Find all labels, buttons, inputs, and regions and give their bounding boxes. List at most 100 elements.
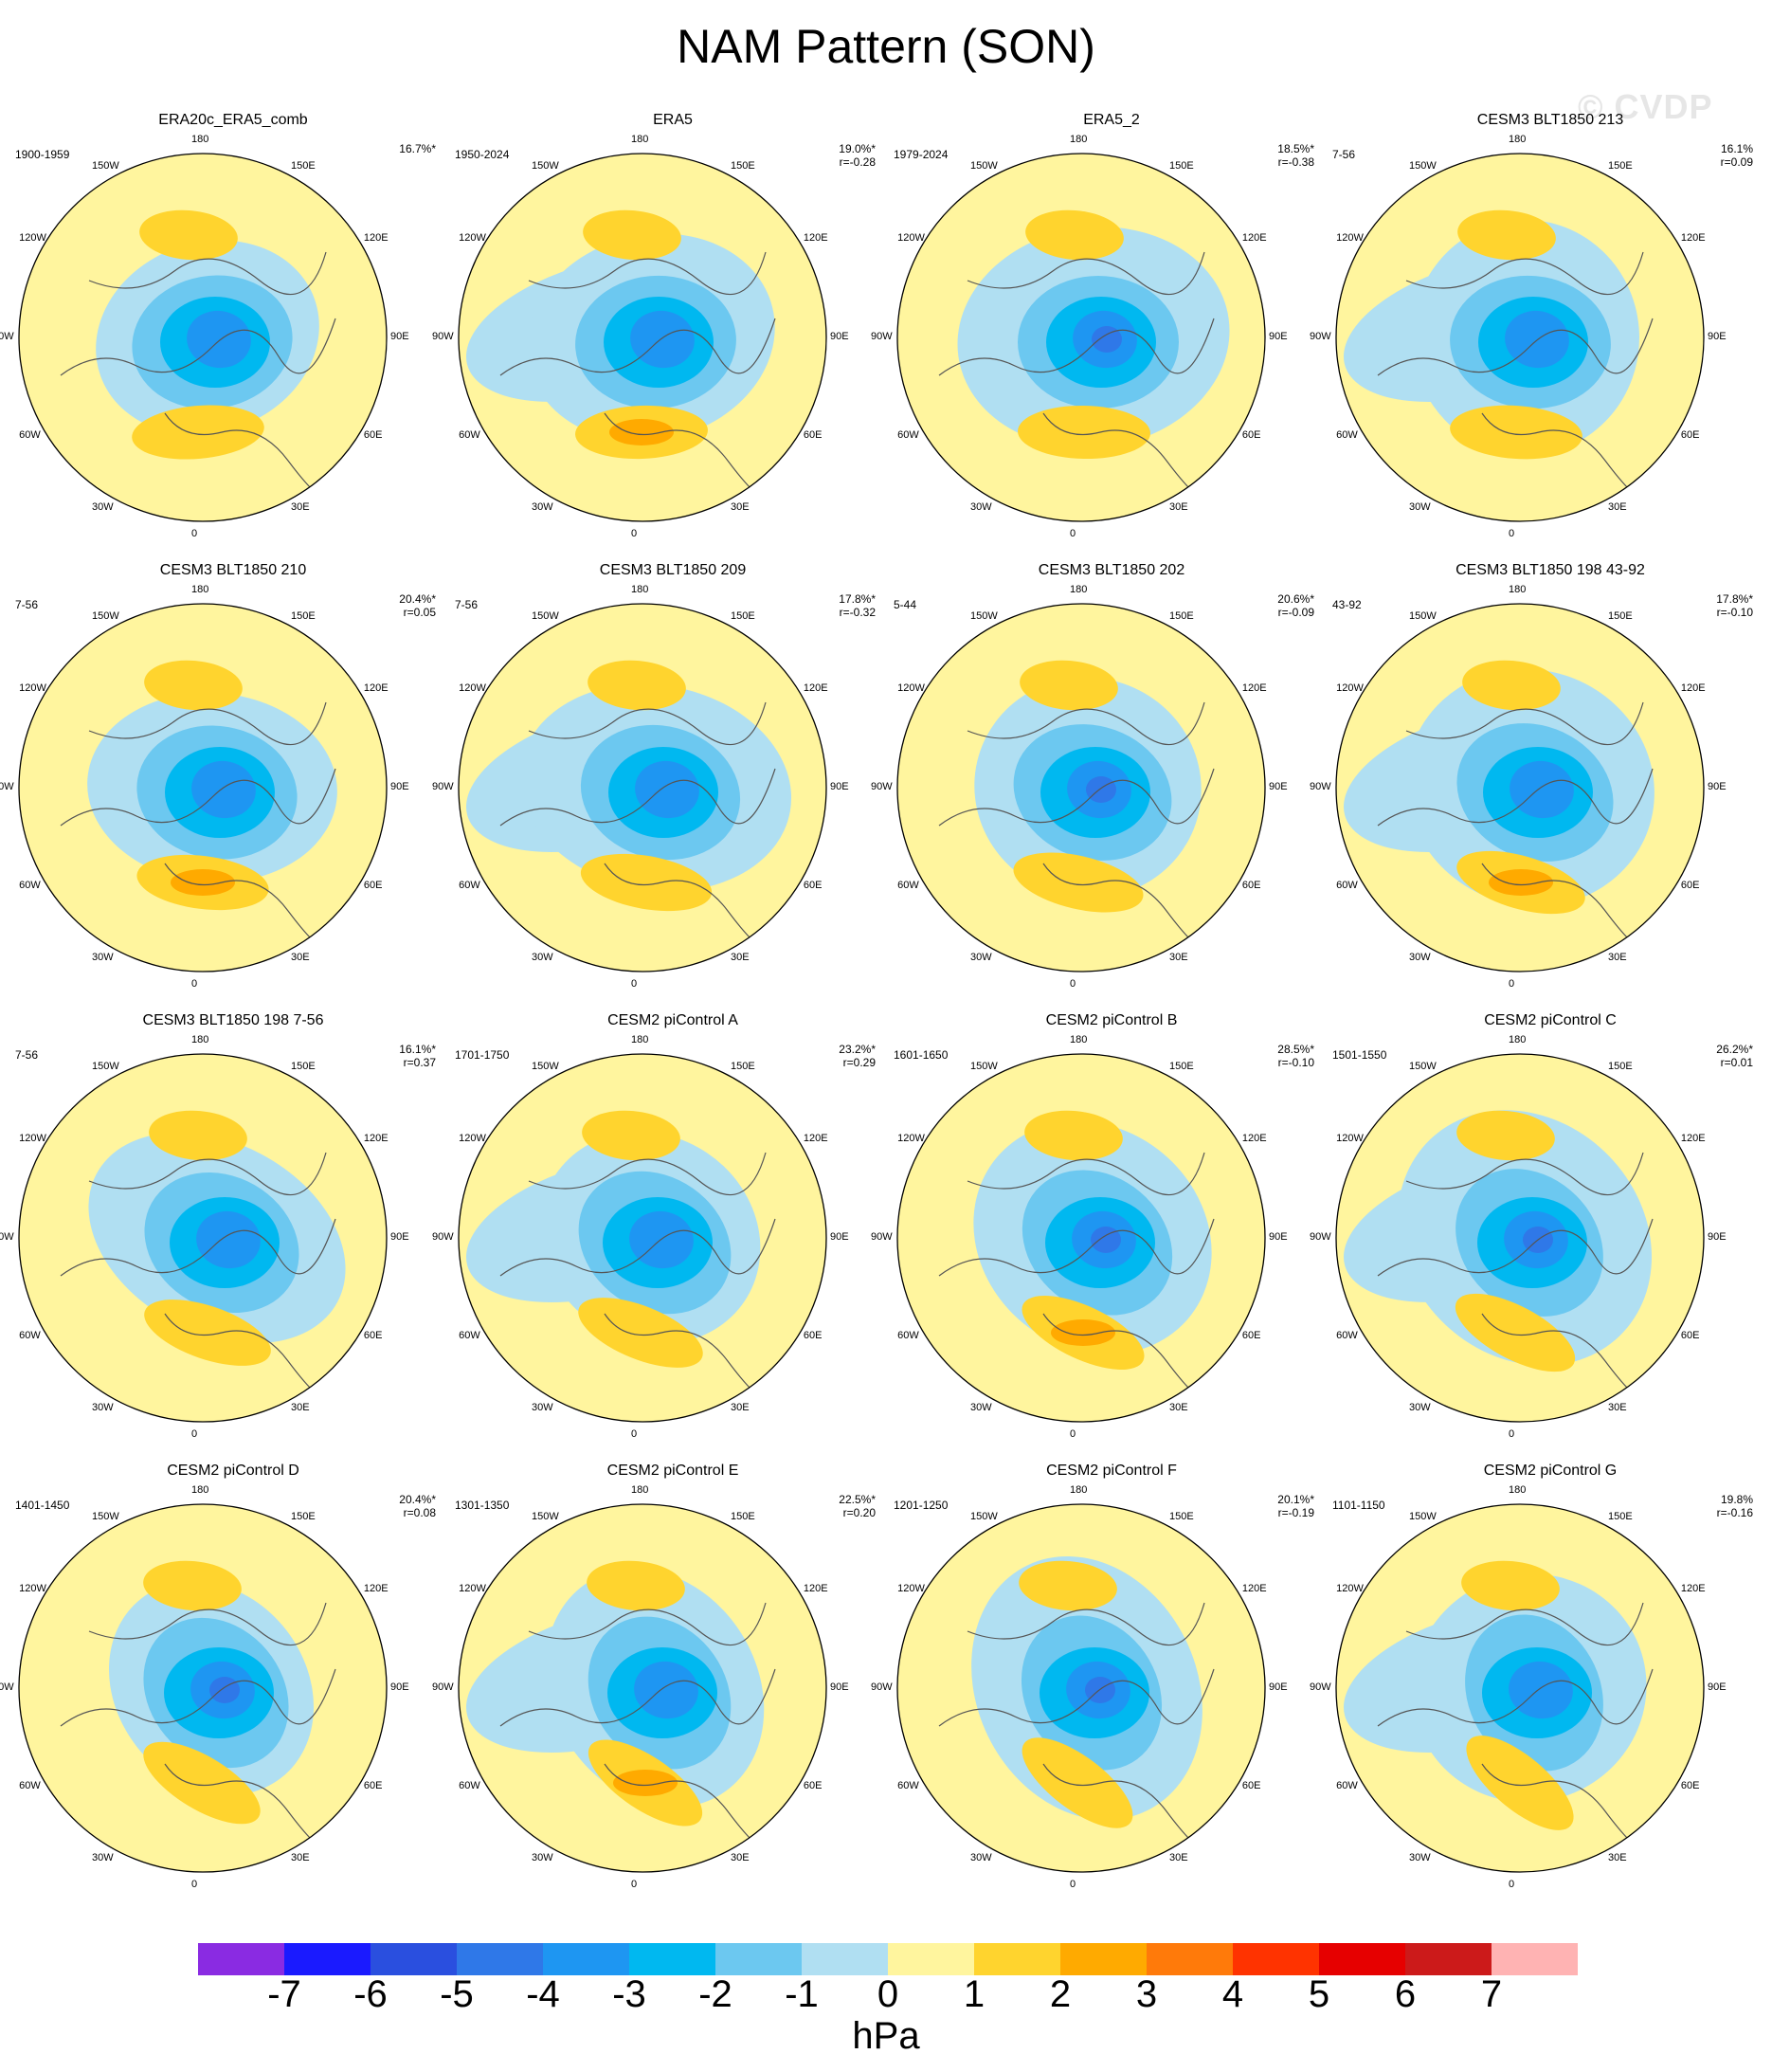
lon-label-lon-60w: 60W: [19, 880, 41, 891]
lon-label-lon-150e: 150E: [731, 1510, 755, 1522]
polar-map: [18, 1503, 388, 1873]
lon-label-lon-30w: 30W: [532, 1402, 553, 1414]
map-panel: CESM3 BLT1850 209 7-56 17.8%* r=-0.32 180 150…: [432, 562, 891, 1008]
panel-period: 1401-1450: [15, 1499, 70, 1512]
lon-label-lon-30e: 30E: [1608, 952, 1627, 964]
lon-label-lon-180: 180: [631, 134, 649, 145]
panel-title: ERA5_2: [1083, 112, 1140, 128]
anomaly-region: [144, 660, 243, 711]
lon-label-lon-30e: 30E: [731, 952, 750, 964]
lon-label-lon-90e: 90E: [390, 1681, 409, 1693]
lon-label-lon-90w: 90W: [1310, 1681, 1331, 1693]
anomaly-region: [613, 1770, 678, 1796]
polar-map: [458, 153, 827, 522]
lon-label-lon-0: 0: [191, 978, 198, 990]
panel-stats: 22.5%* r=0.20: [839, 1493, 876, 1519]
panel-pattern-corr: r=0.01: [1720, 1056, 1753, 1069]
map-border: [458, 153, 827, 522]
lon-label-lon-60e: 60E: [1241, 429, 1261, 441]
coastline: [499, 701, 776, 950]
lon-label-lon-90w: 90W: [0, 1681, 14, 1693]
lon-label-lon-60w: 60W: [19, 1780, 41, 1791]
lon-label-lon-180: 180: [191, 134, 209, 145]
lon-label-lon-30w: 30W: [92, 1402, 114, 1414]
lon-label-lon-150e: 150E: [291, 1060, 316, 1072]
lon-label-lon-60w: 60W: [19, 1330, 41, 1341]
colorbar-tick-label: -4: [526, 1973, 560, 2015]
colorbar-swatch: [1060, 1943, 1147, 1975]
lon-label-lon-60e: 60E: [1680, 1780, 1700, 1791]
panel-pattern-corr: r=0.05: [403, 606, 436, 619]
anomaly-region: [143, 1741, 261, 1825]
lon-label-lon-120w: 120W: [459, 232, 486, 244]
polar-map: [896, 1053, 1266, 1423]
colorbar-swatch: [543, 1943, 629, 1975]
colorbar-swatch: [1233, 1943, 1319, 1975]
map-border: [896, 1503, 1266, 1873]
lon-label-lon-60w: 60W: [19, 429, 41, 441]
lon-label-lon-120w: 120W: [19, 1133, 46, 1144]
lon-label-lon-90w: 90W: [1310, 781, 1331, 792]
panel-title: CESM3 BLT1850 213: [1476, 112, 1624, 128]
lon-label-lon-150e: 150E: [1608, 609, 1633, 622]
colorbar-tick-label: -1: [785, 1973, 819, 2015]
lon-label-lon-30w: 30W: [970, 952, 992, 964]
panel-title: CESM3 BLT1850 198 43-92: [1456, 562, 1645, 578]
panel-title: CESM2 piControl G: [1483, 1463, 1618, 1479]
panel-variance-pct: 19.8%: [1720, 1493, 1753, 1506]
lon-label-lon-30e: 30E: [291, 1402, 310, 1414]
anomaly-region: [1461, 1560, 1560, 1611]
lon-label-lon-60w: 60W: [459, 429, 480, 441]
map-panel: CESM3 BLT1850 213 7-56 16.1% r=0.09 180 150E 1…: [1310, 112, 1768, 557]
lon-label-lon-30e: 30E: [731, 501, 750, 514]
panel-stats: 16.7%*: [399, 142, 436, 155]
lon-label-lon-60e: 60E: [1680, 429, 1700, 441]
polar-map: [18, 603, 388, 972]
panel-stats: 20.1%* r=-0.19: [1277, 1493, 1314, 1519]
polar-map: [18, 153, 388, 522]
anomaly-region: [209, 1677, 240, 1703]
map-panel: CESM3 BLT1850 198 7-56 7-56 16.1%* r=0.37 18…: [0, 1012, 451, 1458]
lon-label-lon-180: 180: [191, 1484, 209, 1496]
panel-pattern-corr: r=-0.19: [1277, 1506, 1314, 1519]
colorbar-tick-label: 6: [1394, 1973, 1417, 2015]
lon-label-lon-150w: 150W: [532, 1510, 559, 1522]
panel-period: 7-56: [1332, 148, 1356, 161]
panel-pattern-corr: r=-0.10: [1277, 1056, 1314, 1069]
colorbar-tick-label: 7: [1480, 1973, 1503, 2015]
panel-variance-pct: 22.5%*: [839, 1493, 876, 1506]
map-border: [18, 1053, 388, 1423]
lon-label-lon-30w: 30W: [92, 952, 114, 964]
lon-label-lon-0: 0: [1070, 978, 1076, 990]
panel-stats: 26.2%* r=0.01: [1716, 1043, 1753, 1069]
colorbar-swatch: [198, 1943, 284, 1975]
lon-label-lon-60w: 60W: [459, 880, 480, 891]
panel-pattern-corr: r=0.37: [403, 1056, 436, 1069]
colorbar-swatch: [888, 1943, 974, 1975]
lon-label-lon-120w: 120W: [1336, 1133, 1364, 1144]
lon-label-lon-90e: 90E: [830, 331, 849, 342]
lon-label-lon-150w: 150W: [970, 609, 998, 622]
lon-label-lon-120w: 120W: [1336, 232, 1364, 244]
lon-label-lon-90e: 90E: [830, 1231, 849, 1243]
anomaly-region: [1091, 1227, 1121, 1253]
figure-title: NAM Pattern (SON): [677, 20, 1095, 73]
colorbar-tick-label: 0: [877, 1973, 899, 2015]
panel-period: 1979-2024: [894, 148, 949, 161]
lon-label-lon-90w: 90W: [871, 1231, 893, 1243]
panel-variance-pct: 16.1%: [1720, 142, 1753, 155]
lon-label-lon-90e: 90E: [1708, 781, 1727, 792]
lon-label-lon-150w: 150W: [1409, 1060, 1437, 1072]
panel-pattern-corr: r=0.08: [403, 1506, 436, 1519]
panel-stats: 19.8% r=-0.16: [1717, 1493, 1753, 1519]
panel-variance-pct: 16.1%*: [399, 1043, 436, 1056]
lon-label-lon-120e: 120E: [363, 1133, 389, 1144]
lon-label-lon-180: 180: [1070, 1034, 1088, 1045]
lon-label-lon-30w: 30W: [532, 501, 553, 514]
lon-label-lon-180: 180: [1509, 134, 1527, 145]
lon-label-lon-150w: 150W: [1409, 1510, 1437, 1522]
panel-title: CESM2 piControl B: [1045, 1012, 1178, 1028]
lon-label-lon-60e: 60E: [1241, 880, 1261, 891]
panel-pattern-corr: r=-0.28: [839, 155, 876, 169]
lon-label-lon-0: 0: [191, 1428, 198, 1440]
